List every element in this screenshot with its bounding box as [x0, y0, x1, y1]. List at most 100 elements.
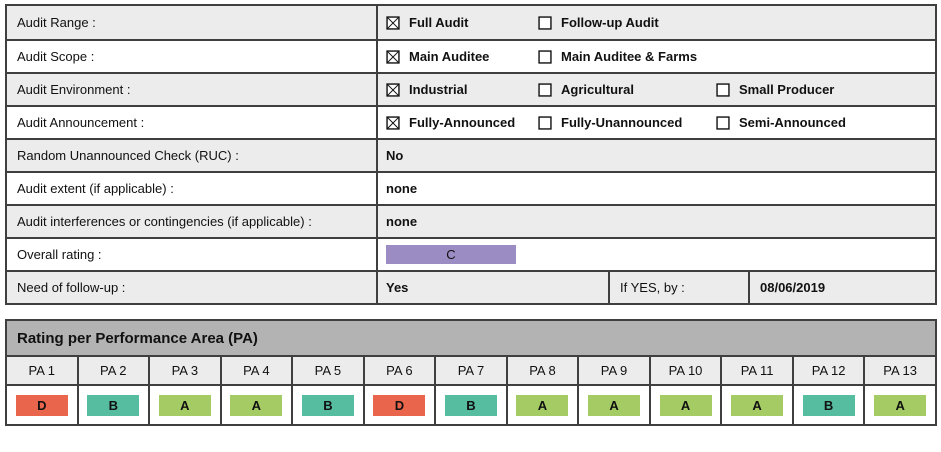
- audit-interferences-value: none: [386, 214, 418, 229]
- checkbox-icon[interactable]: [538, 15, 552, 30]
- pa-column-header: PA 5: [293, 357, 363, 386]
- pa-columns: PA 1 D PA 2 B PA 3 A PA 4 A PA 5 B PA 6 D PA 7 B PA 8 A…: [7, 357, 935, 424]
- row-need-follow-up: Need of follow-up : Yes If YES, by : 08/…: [7, 270, 935, 303]
- pa-badge-cell: A: [650, 386, 721, 424]
- checkbox-icon[interactable]: [538, 82, 552, 97]
- pa-column-header: PA 8: [507, 357, 578, 386]
- overall-rating-badge: C: [386, 245, 516, 264]
- pa-column: PA 8 A: [507, 357, 580, 424]
- pa-rating-badge: B: [444, 394, 497, 416]
- ruc-value: No: [386, 148, 404, 163]
- pa-badge-cell: D: [364, 386, 435, 424]
- pa-rating-badge: A: [516, 394, 569, 416]
- row-audit-scope: Audit Scope : Main Auditee Main Auditee …: [7, 39, 935, 72]
- option-label: Full Audit: [409, 15, 469, 30]
- pa-column-header: PA 13: [865, 357, 935, 386]
- checkbox-icon[interactable]: [716, 82, 730, 97]
- checkbox-icon[interactable]: [538, 49, 552, 64]
- pa-badge-cell: D: [7, 386, 77, 424]
- option-industrial[interactable]: Industrial: [386, 82, 538, 97]
- pa-column-header: PA 3: [150, 357, 220, 386]
- pa-column-header: PA 10: [650, 357, 721, 386]
- option-label: Semi-Announced: [739, 115, 846, 130]
- pa-column-header: PA 12: [793, 357, 864, 386]
- pa-column: PA 3 A: [150, 357, 222, 424]
- checkbox-icon[interactable]: [386, 15, 400, 30]
- pa-rating-badge: A: [659, 394, 712, 416]
- option-main-auditee-farms[interactable]: Main Auditee & Farms: [538, 49, 716, 64]
- pa-column-header: PA 2: [78, 357, 149, 386]
- option-small-producer[interactable]: Small Producer: [716, 82, 834, 97]
- option-fully-unannounced[interactable]: Fully-Unannounced: [538, 115, 716, 130]
- pa-badge-cell: B: [793, 386, 864, 424]
- option-full-audit[interactable]: Full Audit: [386, 15, 538, 30]
- pa-rating-badge: A: [731, 394, 784, 416]
- if-yes-by-label: If YES, by :: [610, 272, 750, 303]
- option-label: Small Producer: [739, 82, 835, 97]
- pa-column: PA 5 B: [293, 357, 365, 424]
- checkbox-icon[interactable]: [538, 115, 552, 130]
- audit-summary-table: Audit Range : Full Audit Follow-up Audit…: [5, 4, 937, 305]
- ruc-label: Random Unannounced Check (RUC) :: [7, 140, 378, 171]
- pa-column: PA 2 B: [78, 357, 151, 424]
- audit-extent-label: Audit extent (if applicable) :: [7, 173, 378, 204]
- pa-section-title: Rating per Performance Area (PA): [7, 321, 935, 357]
- pa-rating-badge: A: [874, 394, 927, 416]
- pa-rating-badge: A: [158, 394, 211, 416]
- audit-extent-value: none: [386, 181, 418, 196]
- row-ruc: Random Unannounced Check (RUC) : No: [7, 138, 935, 171]
- pa-column: PA 6 D: [364, 357, 437, 424]
- row-audit-environment: Audit Environment : Industrial Agricultu…: [7, 72, 935, 105]
- pa-column-header: PA 6: [364, 357, 435, 386]
- option-label: Fully-Announced: [409, 115, 516, 130]
- pa-badge-cell: A: [865, 386, 935, 424]
- row-audit-interferences: Audit interferences or contingencies (if…: [7, 204, 935, 237]
- option-agricultural[interactable]: Agricultural: [538, 82, 716, 97]
- need-follow-up-value: Yes: [378, 272, 610, 303]
- audit-scope-options: Main Auditee Main Auditee & Farms: [378, 41, 935, 72]
- pa-rating-badge: B: [301, 394, 354, 416]
- checkbox-icon[interactable]: [716, 115, 730, 130]
- pa-column: PA 13 A: [865, 357, 935, 424]
- row-audit-announcement: Audit Announcement : Fully-Announced Ful…: [7, 105, 935, 138]
- follow-up-date: 08/06/2019: [760, 280, 826, 295]
- pa-badge-cell: A: [722, 386, 792, 424]
- pa-badge-cell: B: [78, 386, 149, 424]
- pa-column-header: PA 7: [436, 357, 506, 386]
- pa-column: PA 12 B: [793, 357, 866, 424]
- option-follow-up-audit[interactable]: Follow-up Audit: [538, 15, 716, 30]
- audit-announcement-label: Audit Announcement :: [7, 107, 378, 138]
- pa-rating-badge: B: [87, 394, 140, 416]
- pa-column: PA 10 A: [650, 357, 723, 424]
- option-label: Main Auditee: [409, 49, 490, 64]
- option-label: Industrial: [409, 82, 468, 97]
- pa-column-header: PA 11: [722, 357, 792, 386]
- pa-badge-cell: B: [293, 386, 363, 424]
- pa-rating-table: Rating per Performance Area (PA) PA 1 D PA…: [5, 319, 937, 426]
- audit-range-label: Audit Range :: [7, 6, 378, 39]
- pa-column-header: PA 9: [579, 357, 649, 386]
- pa-badge-cell: A: [507, 386, 578, 424]
- pa-column-header: PA 1: [7, 357, 77, 386]
- checkbox-icon[interactable]: [386, 49, 400, 64]
- pa-badge-cell: B: [436, 386, 506, 424]
- pa-column: PA 9 A: [579, 357, 651, 424]
- row-overall-rating: Overall rating : C: [7, 237, 935, 270]
- option-label: Main Auditee & Farms: [561, 49, 698, 64]
- pa-badge-cell: A: [150, 386, 220, 424]
- option-semi-announced[interactable]: Semi-Announced: [716, 115, 846, 130]
- pa-badge-cell: A: [579, 386, 649, 424]
- checkbox-icon[interactable]: [386, 115, 400, 130]
- pa-column: PA 1 D: [7, 357, 79, 424]
- option-label: Follow-up Audit: [561, 15, 659, 30]
- audit-scope-label: Audit Scope :: [7, 41, 378, 72]
- pa-column: PA 4 A: [221, 357, 294, 424]
- checkbox-icon[interactable]: [386, 82, 400, 97]
- option-main-auditee[interactable]: Main Auditee: [386, 49, 538, 64]
- pa-rating-badge: B: [802, 394, 855, 416]
- option-label: Agricultural: [561, 82, 634, 97]
- pa-column-header: PA 4: [221, 357, 292, 386]
- overall-rating-label: Overall rating :: [7, 239, 378, 270]
- option-fully-announced[interactable]: Fully-Announced: [386, 115, 538, 130]
- pa-column: PA 11 A: [722, 357, 794, 424]
